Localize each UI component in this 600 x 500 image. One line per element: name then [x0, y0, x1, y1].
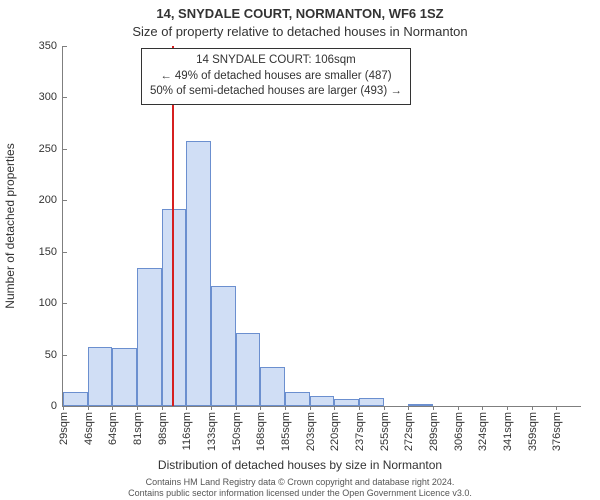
page-title-address: 14, SNYDALE COURT, NORMANTON, WF6 1SZ — [0, 6, 600, 21]
x-tick-mark — [532, 406, 533, 410]
x-tick-label: 203sqm — [303, 412, 317, 451]
histogram-plot-area: 05010015020025030035029sqm46sqm64sqm81sq… — [62, 46, 581, 407]
x-tick-mark — [334, 406, 335, 410]
x-tick-mark — [433, 406, 434, 410]
x-tick-label: 220sqm — [327, 412, 341, 451]
y-tick-label: 300 — [39, 91, 63, 103]
histogram-bar — [310, 396, 335, 406]
x-tick-mark — [211, 406, 212, 410]
histogram-bar — [236, 333, 261, 406]
x-tick-mark — [285, 406, 286, 410]
x-tick-label: 81sqm — [130, 412, 144, 445]
x-tick-label: 46sqm — [81, 412, 95, 445]
histogram-bar — [137, 268, 162, 406]
histogram-bar — [359, 398, 384, 406]
y-tick-label: 200 — [39, 194, 63, 206]
x-tick-mark — [236, 406, 237, 410]
annotation-line-2: ← 49% of detached houses are smaller (48… — [150, 69, 402, 85]
x-tick-mark — [162, 406, 163, 410]
y-tick-label: 100 — [39, 297, 63, 309]
x-tick-label: 29sqm — [56, 412, 70, 445]
annotation-line-3: 50% of semi-detached houses are larger (… — [150, 84, 402, 100]
histogram-bar — [186, 141, 211, 406]
x-tick-mark — [359, 406, 360, 410]
x-tick-label: 272sqm — [401, 412, 415, 451]
x-tick-label: 185sqm — [278, 412, 292, 451]
y-tick-label: 250 — [39, 143, 63, 155]
footer-line-2: Contains public sector information licen… — [0, 488, 600, 498]
x-tick-mark — [310, 406, 311, 410]
x-tick-mark — [88, 406, 89, 410]
x-tick-label: 324sqm — [475, 412, 489, 451]
footer-line-1: Contains HM Land Registry data © Crown c… — [0, 477, 600, 487]
footer-attribution: Contains HM Land Registry data © Crown c… — [0, 477, 600, 498]
x-tick-mark — [260, 406, 261, 410]
histogram-bar — [334, 399, 359, 406]
histogram-bar — [260, 367, 285, 406]
x-tick-label: 289sqm — [426, 412, 440, 451]
x-tick-mark — [458, 406, 459, 410]
y-axis-label: Number of detached properties — [3, 143, 17, 308]
x-tick-label: 168sqm — [253, 412, 267, 451]
x-tick-label: 133sqm — [204, 412, 218, 451]
x-tick-label: 64sqm — [105, 412, 119, 445]
histogram-bar — [63, 392, 88, 406]
x-tick-mark — [112, 406, 113, 410]
y-tick-label: 0 — [51, 400, 63, 412]
x-tick-label: 306sqm — [451, 412, 465, 451]
histogram-bar — [408, 404, 433, 406]
histogram-bar — [112, 348, 137, 406]
histogram-bar — [285, 392, 310, 406]
x-tick-mark — [556, 406, 557, 410]
x-axis-label: Distribution of detached houses by size … — [0, 458, 600, 472]
y-tick-label: 50 — [45, 349, 63, 361]
y-tick-label: 350 — [39, 40, 63, 52]
x-tick-mark — [482, 406, 483, 410]
x-tick-label: 98sqm — [155, 412, 169, 445]
x-tick-mark — [408, 406, 409, 410]
x-tick-label: 255sqm — [377, 412, 391, 451]
x-tick-label: 237sqm — [352, 412, 366, 451]
histogram-bar — [88, 347, 113, 406]
x-tick-label: 341sqm — [500, 412, 514, 451]
annotation-box: 14 SNYDALE COURT: 106sqm ← 49% of detach… — [141, 48, 411, 105]
y-tick-label: 150 — [39, 246, 63, 258]
x-tick-label: 359sqm — [525, 412, 539, 451]
x-tick-label: 116sqm — [179, 412, 193, 450]
x-tick-mark — [186, 406, 187, 410]
histogram-bar — [211, 286, 236, 406]
page-subtitle: Size of property relative to detached ho… — [0, 24, 600, 39]
x-tick-mark — [63, 406, 64, 410]
x-tick-mark — [137, 406, 138, 410]
annotation-line-1: 14 SNYDALE COURT: 106sqm — [150, 53, 402, 69]
x-tick-label: 150sqm — [229, 412, 243, 451]
x-tick-label: 376sqm — [549, 412, 563, 451]
x-tick-mark — [384, 406, 385, 410]
x-tick-mark — [507, 406, 508, 410]
